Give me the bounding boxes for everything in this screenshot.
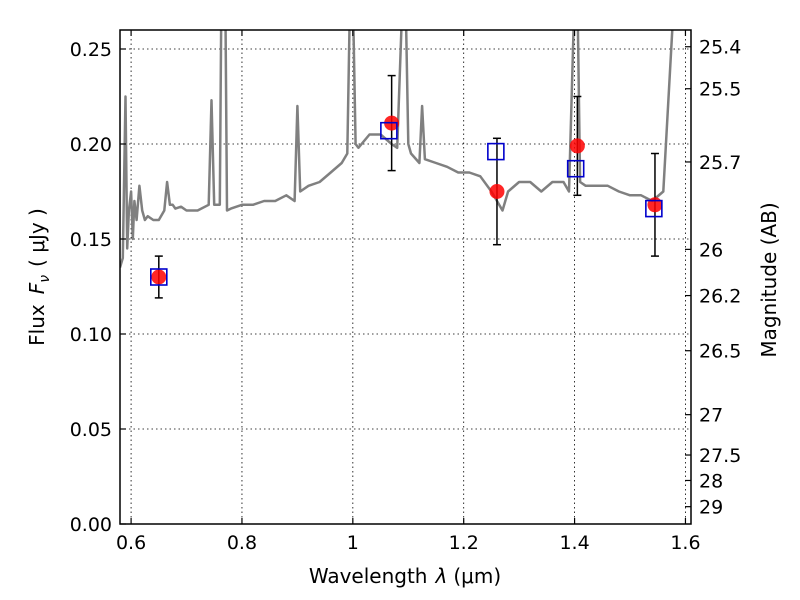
model-point	[380, 121, 398, 140]
y-tick-label: 0.15	[70, 229, 112, 251]
y2-tick-label: 29	[699, 497, 723, 519]
x-tick-label: 1.2	[449, 532, 479, 554]
y2-axis-label: Magnitude (AB)	[757, 202, 781, 357]
plot-frame	[119, 29, 692, 525]
x-tick-label: 1.4	[559, 532, 589, 554]
y2-tick-label: 26	[699, 239, 723, 261]
model-points	[150, 121, 663, 286]
observed-point	[647, 197, 663, 213]
y2-tick-label: 26.2	[699, 286, 741, 308]
y2-tick-label: 27	[699, 405, 723, 427]
y2-tick-label: 28	[699, 470, 723, 492]
observed-point	[489, 184, 505, 199]
y2-tick-label: 27.5	[699, 445, 741, 467]
y-axis-label-text: Flux	[25, 304, 49, 346]
y-tick-label: 0.05	[70, 419, 112, 441]
ticks: 0.6 0.8 1 1.2 1.4 1.6 0.00 0.05 0.10 0.15 0.20 0.25…	[70, 30, 741, 554]
x-tick-label: 1.6	[670, 532, 700, 554]
y-axis-label-unit: ( μJy )	[25, 208, 49, 267]
spectrum-line	[120, 30, 674, 268]
x-axis-label-unit: (μm)	[453, 564, 501, 588]
grid	[120, 30, 691, 525]
observed-point	[151, 269, 167, 285]
y-tick-label: 0.10	[70, 324, 112, 346]
x-tick-label: 1	[347, 532, 359, 554]
model-point	[566, 159, 585, 178]
x-axis-label: Wavelength λ (μm)	[309, 564, 501, 588]
x-axis-label-text: Wavelength	[309, 564, 428, 588]
y-tick-label: 0.20	[70, 134, 112, 156]
y2-tick-label: 26.5	[699, 341, 741, 363]
observed-point	[569, 138, 585, 154]
y2-tick-label: 25.5	[699, 79, 741, 101]
model-point	[150, 268, 168, 286]
y2-tick-label: 25.7	[699, 152, 741, 174]
y-tick-label: 0.25	[70, 39, 112, 61]
spectrum-layer	[120, 30, 674, 268]
y-tick-label: 0.00	[70, 514, 112, 536]
model-point	[487, 142, 505, 161]
y-axis-label-subscript: ν	[37, 275, 53, 283]
x-tick-label: 0.6	[116, 532, 146, 554]
y-axis-label-symbol: F	[25, 282, 49, 294]
y2-tick-label: 25.4	[699, 37, 741, 59]
model-point	[645, 199, 663, 218]
x-tick-label: 0.8	[227, 532, 257, 554]
x-axis-label-symbol: λ	[435, 564, 448, 588]
y-axis-label: Flux Fν ( μJy )	[25, 208, 53, 346]
